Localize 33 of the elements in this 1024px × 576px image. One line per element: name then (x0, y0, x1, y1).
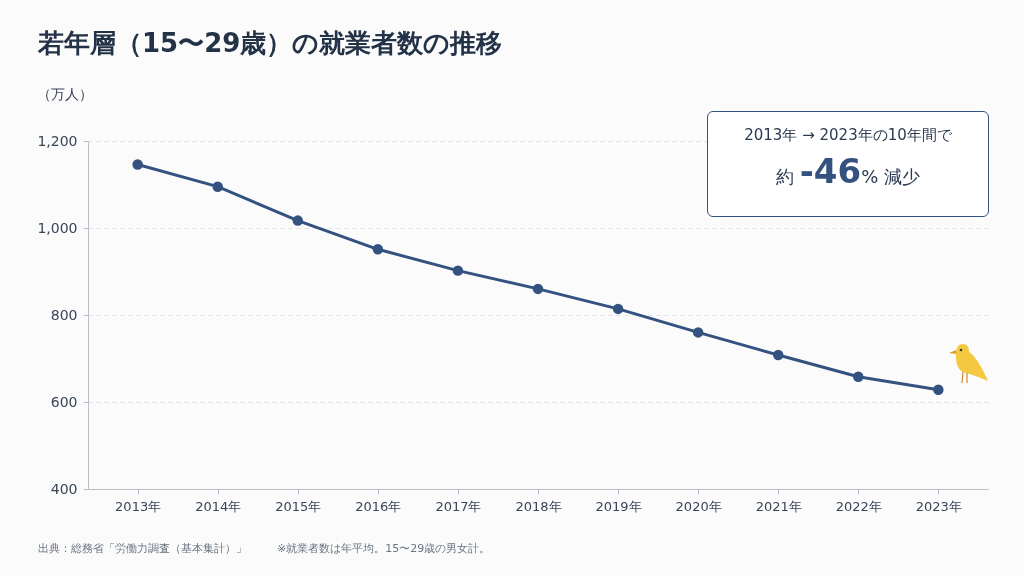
y-tick-label: 1,000 (37, 219, 78, 236)
point (452, 265, 464, 276)
x-tick-label: 2018年 (515, 498, 562, 514)
chart-title: 若年層（15〜29歳）の就業者数の推移 (38, 27, 503, 60)
x-tick-label: 2019年 (595, 498, 642, 514)
annotation: 2013年 → 2023年の10年間で (743, 126, 953, 145)
y-tick-label: 800 (50, 306, 78, 323)
x-tick-label: 2022年 (835, 498, 882, 514)
x-tick-label: 2015年 (275, 498, 322, 514)
point (292, 215, 304, 226)
point (853, 371, 864, 382)
y-axis-title: （万人） (36, 85, 93, 102)
point (772, 349, 784, 361)
x-tick-label: 2016年 (355, 498, 402, 514)
x-tick-label: 2020年 (675, 498, 722, 514)
source-note: 出典：総務省「労働力調査（基本集計）」 (38, 542, 247, 555)
point (692, 327, 704, 338)
y-tick-label: 600 (50, 393, 78, 410)
text: ※就業者数は年平均。15〜29歳の男女計。 (277, 542, 491, 555)
point (612, 303, 624, 315)
point (132, 159, 143, 170)
x-tick-label: 2023年 (915, 498, 962, 514)
y-tick-label: 400 (50, 480, 78, 497)
point (933, 384, 944, 396)
x-tick-label: 2013年 (115, 498, 162, 514)
point (532, 283, 544, 295)
point (212, 181, 223, 192)
y-tick-label: 1,200 (37, 132, 78, 149)
x-tick-label: 2021年 (755, 498, 802, 514)
annotation: 約 -46% 減少 (775, 151, 921, 191)
point (372, 244, 384, 255)
x-tick-label: 2017年 (435, 498, 482, 514)
x-tick-label: 2014年 (195, 498, 242, 514)
